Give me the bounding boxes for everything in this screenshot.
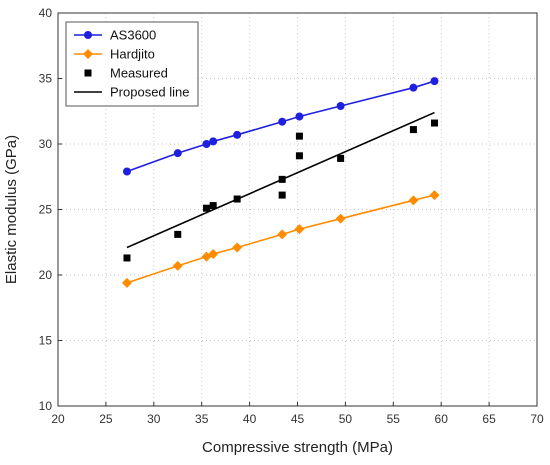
legend-measured-label: Measured [110, 66, 168, 81]
grid [58, 13, 537, 406]
x-tick-label: 65 [482, 412, 496, 426]
measured-point [295, 132, 303, 140]
hardjito-point [408, 195, 419, 206]
x-tick-label: 70 [530, 412, 544, 426]
as3600-point [233, 130, 242, 139]
proposed-line-line [126, 111, 435, 249]
hardjito-point [429, 190, 440, 201]
as3600-line [126, 80, 435, 173]
as3600-point [336, 102, 345, 111]
x-tick-label: 50 [339, 412, 353, 426]
y-axis-title: Elastic modulus (GPa) [3, 135, 20, 284]
x-tick-label: 60 [435, 412, 449, 426]
hardjito-point [172, 260, 183, 271]
legend: AS3600 Hardjito Measured Proposed line [65, 21, 199, 107]
legend-proposed-line-label: Proposed line [110, 85, 190, 100]
axis-ticks: 20 25 30 35 40 45 50 55 60 65 70 10 15 20 25 30 35 40 [39, 6, 544, 426]
legend-as3600-swatch-marker [84, 31, 92, 39]
measured-point [202, 204, 210, 212]
hardjito-line [126, 194, 435, 284]
x-tick-label: 55 [387, 412, 401, 426]
x-axis-title: Compressive strength (MPa) [202, 439, 393, 456]
series-proposed-line [126, 111, 435, 249]
y-tick-label: 35 [39, 72, 53, 86]
x-tick-label: 20 [51, 412, 65, 426]
hardjito-point [208, 249, 219, 260]
as3600-point [295, 112, 304, 121]
as3600-point [409, 83, 418, 92]
measured-point [337, 154, 345, 162]
measured-point [278, 191, 286, 199]
x-tick-label: 30 [147, 412, 161, 426]
as3600-point [202, 140, 211, 148]
hardjito-point [232, 242, 243, 253]
hardjito-point [335, 213, 346, 224]
legend-as3600-label: AS3600 [110, 28, 156, 43]
measured-point [209, 202, 217, 210]
as3600-point [209, 137, 218, 146]
y-tick-label: 30 [39, 137, 53, 151]
as3600-point [122, 167, 131, 176]
measured-point [295, 152, 303, 160]
measured-point [174, 230, 182, 238]
as3600-point [278, 117, 287, 126]
y-tick-label: 20 [39, 268, 53, 282]
y-tick-label: 25 [39, 203, 53, 217]
legend-measured-swatch-marker [84, 69, 92, 77]
measured-point [430, 119, 438, 127]
x-tick-label: 35 [195, 412, 209, 426]
as3600-point [173, 149, 182, 158]
series-hardjito [121, 190, 440, 288]
y-tick-label: 15 [39, 334, 53, 348]
measured-point [123, 254, 131, 262]
as3600-point [430, 77, 439, 86]
legend-hardjito-label: Hardjito [110, 47, 155, 62]
series-as3600 [122, 77, 439, 176]
x-tick-label: 40 [243, 412, 257, 426]
hardjito-point [277, 229, 288, 240]
x-tick-label: 45 [291, 412, 305, 426]
series-layer [121, 77, 440, 288]
y-tick-label: 10 [39, 399, 53, 413]
hardjito-point [121, 277, 132, 288]
hardjito-point [294, 224, 305, 235]
measured-point [409, 126, 417, 134]
x-tick-label: 25 [99, 412, 113, 426]
legend-hardjito-swatch-marker [83, 49, 93, 59]
y-tick-label: 40 [39, 6, 53, 20]
